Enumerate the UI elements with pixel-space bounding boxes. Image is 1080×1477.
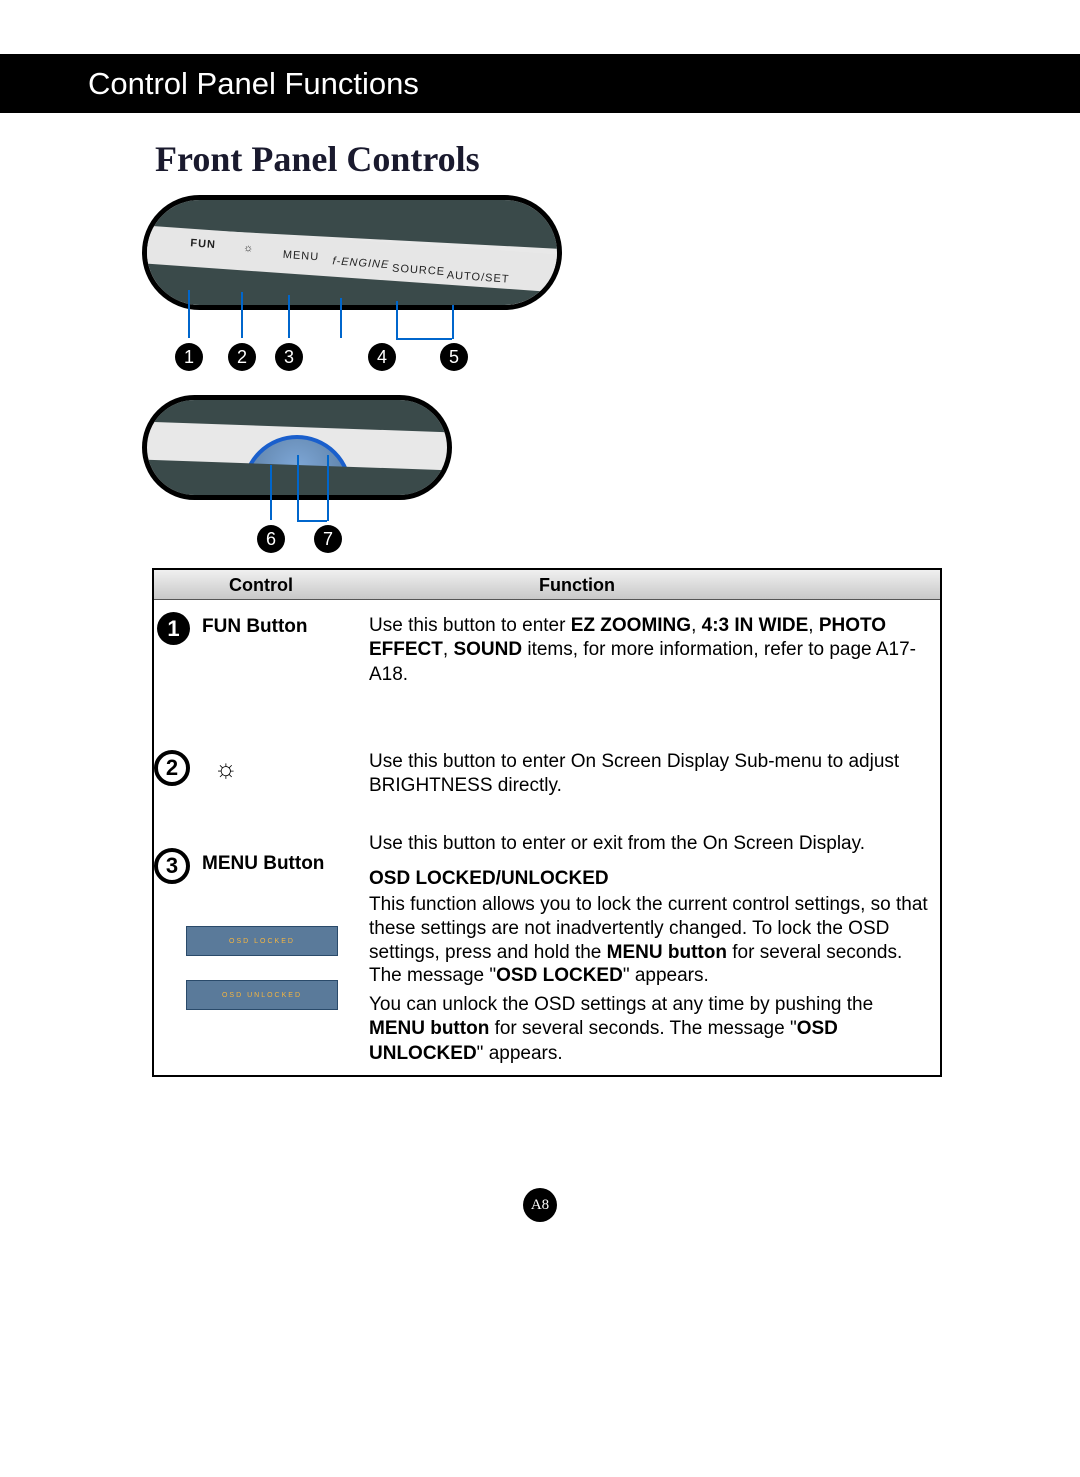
row-badge-3: 3 xyxy=(154,848,190,884)
fun-button-label: FUN Button xyxy=(202,616,308,638)
brightness-description: Use this button to enter On Screen Displ… xyxy=(369,750,930,799)
table-header-row: Control Function xyxy=(154,570,940,600)
front-panel-diagram-bottom: 6 7 xyxy=(142,395,452,560)
callout-7: 7 xyxy=(314,525,342,553)
row-badge-2: 2 xyxy=(154,750,190,786)
source-label: SOURCE xyxy=(392,262,446,278)
osd-locked-box: OSD LOCKED xyxy=(186,926,338,956)
row-badge-1: 1 xyxy=(157,612,190,645)
menu-button-label: MENU Button xyxy=(202,853,324,875)
main-title: Front Panel Controls xyxy=(155,138,480,180)
osd-locked-heading: OSD LOCKED/UNLOCKED xyxy=(369,867,930,891)
menu-label: MENU xyxy=(282,249,319,264)
osd-locked-para2: You can unlock the OSD settings at any t… xyxy=(369,993,930,1066)
page-header-bar: Control Panel Functions xyxy=(0,54,1080,113)
brightness-icon: ☼ xyxy=(243,242,255,255)
autoset-label: AUTO/SET xyxy=(446,269,509,285)
fun-button-description: Use this button to enter EZ ZOOMING, 4:3… xyxy=(369,614,930,687)
callout-5: 5 xyxy=(440,343,468,371)
front-panel-diagram-top: FUN ☼ MENU f-ENGINE SOURCE AUTO/SET 1 2 … xyxy=(142,195,562,380)
panel-body: FUN ☼ MENU f-ENGINE SOURCE AUTO/SET xyxy=(142,195,562,310)
callout-3: 3 xyxy=(275,343,303,371)
osd-unlocked-box: OSD UNLOCKED xyxy=(186,980,338,1010)
th-control: Control xyxy=(154,570,369,599)
callout-1: 1 xyxy=(175,343,203,371)
osd-locked-para1: This function allows you to lock the cur… xyxy=(369,893,930,988)
brightness-icon-row: ☼ xyxy=(214,753,238,784)
menu-description-line1: Use this button to enter or exit from th… xyxy=(369,832,930,856)
callout-4: 4 xyxy=(368,343,396,371)
callout-6: 6 xyxy=(257,525,285,553)
th-function: Function xyxy=(369,570,940,599)
fun-label: FUN xyxy=(190,237,216,251)
function-table: Control Function 1 FUN Button Use this b… xyxy=(152,568,942,1077)
page-number: A8 xyxy=(523,1188,557,1222)
fengine-label: f-ENGINE xyxy=(332,255,390,271)
page-header-title: Control Panel Functions xyxy=(88,66,419,102)
callout-2: 2 xyxy=(228,343,256,371)
table-body: 1 FUN Button Use this button to enter EZ… xyxy=(154,600,940,1075)
